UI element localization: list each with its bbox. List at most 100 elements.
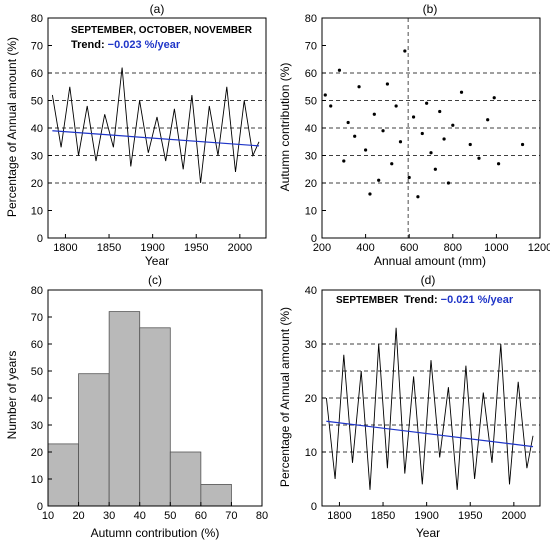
y-tick-label-0: 0 — [37, 233, 43, 245]
panel-a-letter: (a) — [150, 2, 165, 16]
x-tick-label-1: 400 — [356, 242, 374, 254]
panel-c: (c) Autumn contribution (%) Number of ye… — [5, 273, 219, 540]
scatter-point-14 — [394, 104, 398, 108]
scatter-point-8 — [368, 192, 372, 196]
panel-a-trend: Trend: −0.023 %/year — [71, 39, 181, 51]
panel-a-trend-value: −0.023 %/year — [108, 39, 181, 51]
scatter-point-9 — [372, 112, 376, 116]
panel-a-xlabel: Year — [145, 254, 169, 268]
y-tick-label-8: 80 — [305, 13, 317, 25]
x-tick-label-4: 2000 — [228, 242, 252, 254]
y-tick-label-5: 50 — [31, 366, 43, 378]
panel-d-ylabel: Percentage of Annual amount (%) — [278, 307, 292, 487]
x-tick-label-3: 800 — [444, 242, 462, 254]
bar-3 — [139, 327, 171, 507]
scatter-point-7 — [364, 148, 368, 152]
panel-a-plot: 1800 1850 1900 1950 2000 0 10 20 30 40 50 60 70 80 — [31, 13, 267, 254]
x-tick-label-3: 1950 — [458, 510, 482, 522]
x-tick-label-0: 200 — [313, 242, 331, 254]
panel-c-letter: (c) — [148, 273, 162, 287]
y-tick-label-2: 20 — [31, 178, 43, 190]
series-line-0 — [325, 327, 534, 490]
y-tick-label-3: 30 — [305, 339, 317, 351]
trend-line — [326, 420, 534, 448]
scatter-point-26 — [446, 181, 451, 185]
scatter-point-16 — [403, 49, 407, 53]
x-tick-label-5: 1200 — [528, 242, 550, 254]
panel-a-ylabel: Percentage of Annual amount (%) — [5, 37, 19, 217]
bar-4 — [169, 451, 202, 507]
scatter-point-25 — [442, 137, 446, 141]
y-tick-label-0: 0 — [311, 501, 317, 513]
y-tick-label-7: 70 — [31, 312, 43, 324]
y-tick-label-1: 10 — [31, 474, 43, 486]
scatter-point-23 — [433, 167, 437, 171]
y-tick-label-0: 0 — [37, 501, 43, 513]
y-tick-label-0: 0 — [311, 233, 317, 245]
y-tick-label-6: 60 — [305, 68, 317, 80]
scatter-point-18 — [411, 115, 416, 119]
y-tick-label-6: 60 — [31, 68, 43, 80]
scatter-point-3 — [342, 159, 346, 163]
scatter-point-22 — [429, 151, 433, 155]
y-tick-label-5: 50 — [31, 96, 43, 108]
y-tick-label-4: 40 — [31, 393, 43, 405]
panel-b-letter: (b) — [423, 2, 438, 16]
panel-d-annotation: SEPTEMBER — [336, 295, 399, 306]
scatter-point-1 — [329, 104, 333, 108]
panel-d-plot: 1800 1850 1900 1950 2000 0 10 20 30 40 — [305, 285, 541, 522]
scatter-point-0 — [323, 93, 327, 97]
x-tick-label-1: 1850 — [97, 242, 121, 254]
y-tick-label-1: 10 — [305, 447, 317, 459]
panel-d-trend: Trend: −0.021 %/year — [404, 294, 514, 306]
x-tick-label-4: 1000 — [484, 242, 508, 254]
scatter-point-21 — [425, 101, 429, 105]
series-line-0 — [51, 67, 260, 184]
panel-c-xlabel: Autumn contribution (%) — [91, 526, 220, 540]
panel-d-trend-label: Trend: — [404, 294, 441, 306]
panel-b: (b) Annual amount (mm) Autumn contributi… — [278, 2, 486, 268]
panel-a-annotation: SEPTEMBER, OCTOBER, NOVEMBER — [71, 25, 253, 36]
scatter-point-6 — [357, 85, 361, 89]
x-tick-label-1: 1850 — [371, 510, 395, 522]
x-tick-label-3: 1950 — [184, 242, 208, 254]
x-tick-label-0: 10 — [42, 510, 54, 522]
scatter-point-11 — [381, 129, 385, 133]
scatter-point-31 — [486, 118, 490, 122]
x-tick-label-2: 1900 — [414, 510, 438, 522]
scatter-point-24 — [438, 109, 442, 114]
scatter-point-19 — [416, 195, 420, 199]
scatter-point-30 — [477, 156, 481, 160]
x-tick-label-4: 50 — [164, 510, 176, 522]
scatter-point-27 — [451, 123, 455, 127]
scatter-point-17 — [407, 175, 411, 180]
scatter-point-29 — [468, 142, 472, 147]
panel-a: (a) SEPTEMBER, OCTOBER, NOVEMBER Trend: … — [5, 2, 253, 268]
bar-0 — [47, 443, 79, 507]
x-tick-label-2: 30 — [103, 510, 115, 522]
scatter-point-10 — [377, 178, 381, 182]
trend-line — [52, 130, 260, 147]
bar-1 — [78, 373, 110, 507]
panel-d: (d) SEPTEMBER Trend: −0.021 %/year Year … — [278, 273, 514, 540]
y-tick-label-8: 80 — [31, 285, 43, 297]
panel-d-trend-value: −0.021 %/year — [441, 294, 514, 306]
y-tick-label-4: 40 — [31, 123, 43, 135]
x-tick-label-0: 1800 — [327, 510, 351, 522]
scatter-point-12 — [385, 82, 389, 86]
bar-5 — [200, 483, 232, 507]
y-tick-label-8: 80 — [31, 13, 43, 25]
y-tick-label-1: 10 — [305, 206, 317, 218]
y-tick-label-5: 50 — [305, 96, 317, 108]
scatter-point-34 — [520, 142, 525, 147]
x-tick-label-5: 60 — [195, 510, 207, 522]
y-tick-label-1: 10 — [31, 206, 43, 218]
panel-a-trend-label: Trend: — [71, 39, 108, 51]
y-tick-label-2: 20 — [305, 178, 317, 190]
panel-c-ylabel: Number of years — [5, 351, 19, 440]
y-tick-label-7: 70 — [305, 41, 317, 53]
x-tick-label-4: 2000 — [502, 510, 526, 522]
x-tick-label-3: 40 — [134, 510, 146, 522]
